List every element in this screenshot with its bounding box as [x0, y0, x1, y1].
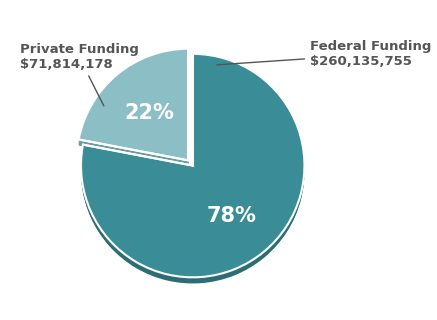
Wedge shape: [79, 52, 188, 164]
Wedge shape: [81, 59, 305, 282]
Wedge shape: [81, 58, 305, 281]
Wedge shape: [81, 59, 305, 283]
Wedge shape: [79, 54, 188, 166]
Text: Private Funding
$71,814,178: Private Funding $71,814,178: [20, 43, 139, 106]
Wedge shape: [81, 57, 305, 280]
Text: Federal Funding
$260,135,755: Federal Funding $260,135,755: [217, 40, 431, 68]
Wedge shape: [81, 55, 305, 279]
Wedge shape: [79, 53, 188, 165]
Wedge shape: [79, 49, 188, 160]
Wedge shape: [79, 50, 188, 162]
Wedge shape: [79, 50, 188, 161]
Text: 78%: 78%: [207, 206, 257, 226]
Wedge shape: [81, 56, 305, 280]
Wedge shape: [81, 55, 305, 278]
Wedge shape: [79, 55, 188, 167]
Wedge shape: [81, 60, 305, 284]
Text: 22%: 22%: [125, 103, 174, 123]
Wedge shape: [81, 54, 305, 277]
Wedge shape: [79, 51, 188, 163]
Wedge shape: [79, 52, 188, 164]
